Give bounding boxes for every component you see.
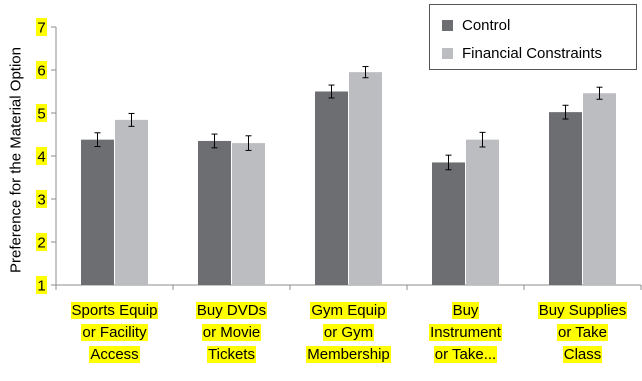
bar-control bbox=[432, 162, 465, 285]
x-category-label-line: or Take bbox=[557, 324, 608, 341]
legend-swatch-financial-constraints bbox=[442, 48, 453, 59]
x-category-label: Buy DVDs or Movie Tickets bbox=[172, 300, 292, 366]
bar-financial-constraints bbox=[583, 93, 616, 285]
x-category-label-line: Class bbox=[563, 346, 603, 363]
legend-item-control: Control bbox=[442, 15, 510, 35]
x-category-label: Sports Equip or Facility Access bbox=[55, 300, 175, 366]
bar-financial-constraints bbox=[232, 143, 265, 285]
bar-control bbox=[549, 112, 582, 285]
x-category-label-line: Sports Equip bbox=[71, 302, 159, 319]
x-category-label-line: or Facility bbox=[81, 324, 147, 341]
legend-label-control: Control bbox=[462, 17, 510, 34]
y-tick-label: 4 bbox=[37, 149, 45, 166]
bar-control bbox=[81, 140, 114, 285]
y-tick-label: 6 bbox=[37, 63, 45, 80]
legend: Control Financial Constraints bbox=[429, 4, 637, 70]
y-tick-label: 7 bbox=[37, 20, 45, 37]
y-tick-label: 5 bbox=[37, 106, 45, 123]
bar-control bbox=[315, 92, 348, 286]
x-category-label: Buy Instrument or Take... bbox=[406, 300, 526, 366]
x-category-label-line: Buy Supplies bbox=[538, 302, 628, 319]
bar-financial-constraints bbox=[349, 72, 382, 285]
x-category-label-line: Buy DVDs bbox=[196, 302, 267, 319]
x-category-label-line: Buy bbox=[452, 302, 480, 319]
legend-item-financial-constraints: Financial Constraints bbox=[442, 43, 602, 63]
x-category-label-line: Access bbox=[89, 346, 139, 363]
x-category-label-line: or Take... bbox=[434, 346, 497, 363]
legend-swatch-control bbox=[442, 20, 453, 31]
y-tick-label: 2 bbox=[37, 235, 45, 252]
x-category-label-line: Membership bbox=[306, 346, 391, 363]
bar-financial-constraints bbox=[115, 120, 148, 285]
y-axis-title-text: Preference for the Material Option bbox=[8, 47, 25, 273]
x-category-label: Buy Supplies or Take Class bbox=[523, 300, 642, 366]
bar-control bbox=[198, 141, 231, 285]
x-category-label: Gym Equip or Gym Membership bbox=[289, 300, 409, 366]
x-category-label-line: or Movie bbox=[202, 324, 262, 341]
x-category-label-line: or Gym bbox=[323, 324, 374, 341]
y-tick-label: 3 bbox=[37, 192, 45, 209]
x-category-label-line: Gym Equip bbox=[310, 302, 386, 319]
x-category-label-line: Tickets bbox=[207, 346, 256, 363]
legend-label-financial-constraints: Financial Constraints bbox=[462, 45, 602, 62]
x-category-label-line: Instrument bbox=[429, 324, 502, 341]
bar-financial-constraints bbox=[466, 140, 499, 285]
y-tick-label: 1 bbox=[37, 278, 45, 295]
